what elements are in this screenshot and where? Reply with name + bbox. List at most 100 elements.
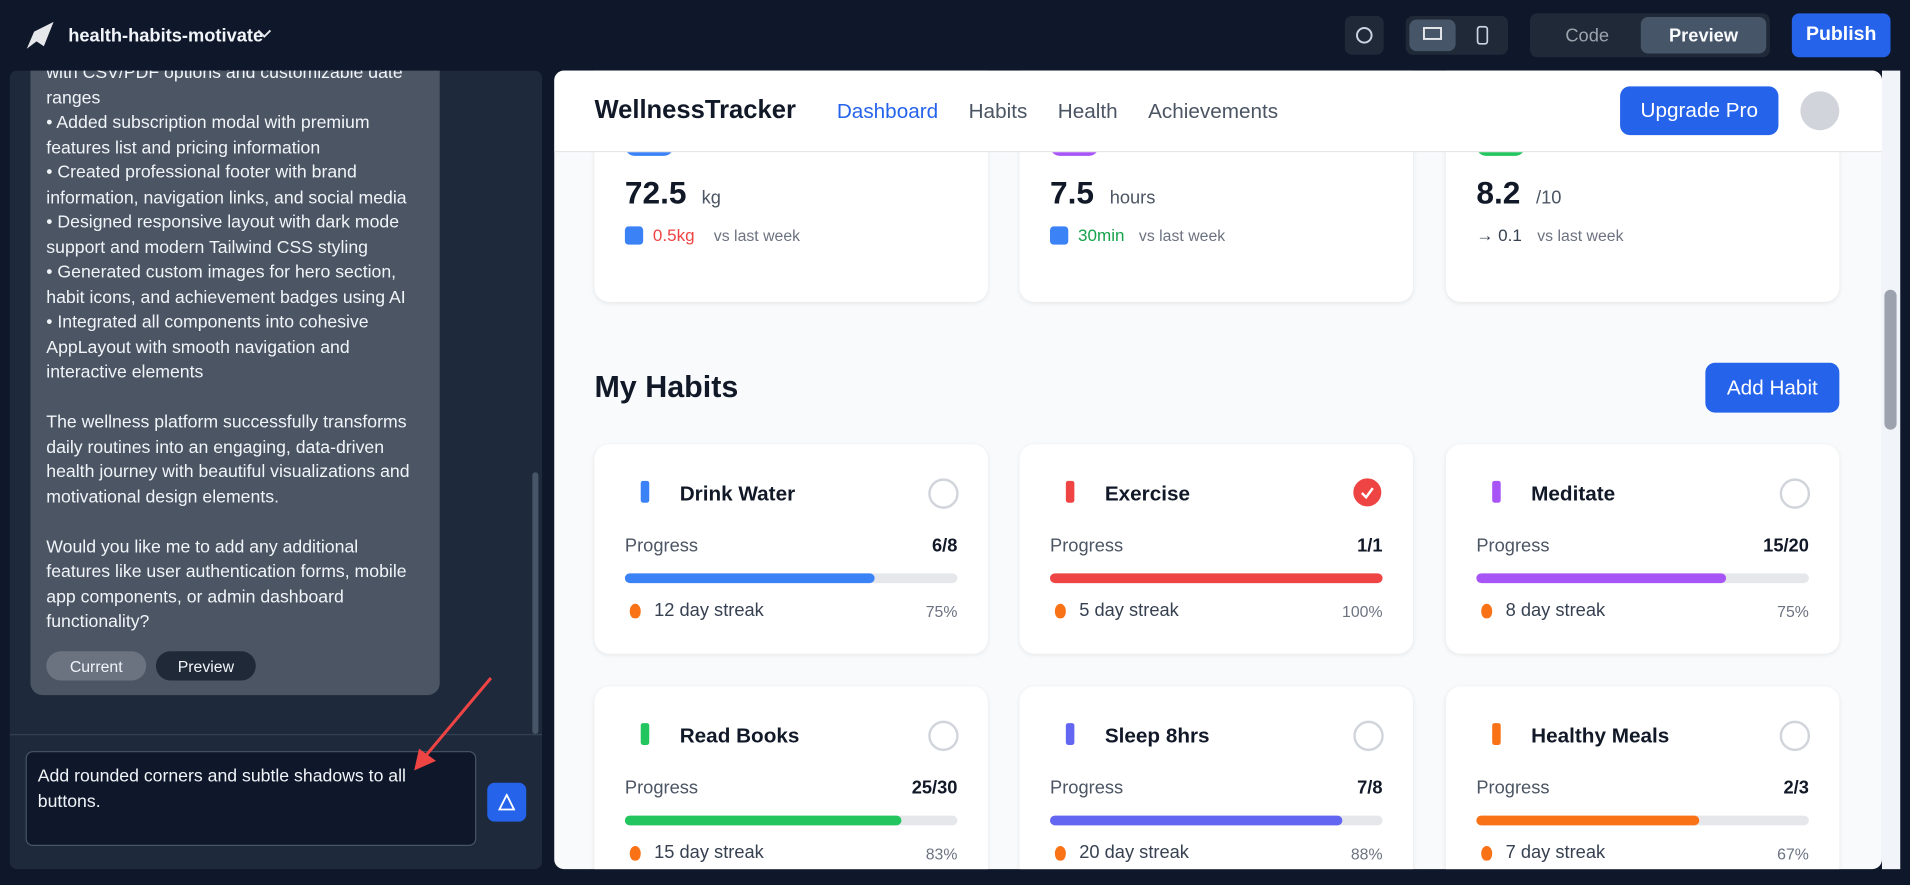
habit-name: Read Books (679, 724, 800, 748)
message-line: ranges (46, 88, 101, 108)
streak: 12 day streak (654, 600, 764, 621)
habit-icon (1492, 723, 1501, 745)
habit-icon (640, 480, 650, 503)
habit-check[interactable] (1353, 478, 1382, 507)
message-line: • Created professional footer with brand (46, 163, 357, 183)
stat-value: 7.5 (1050, 174, 1095, 211)
arrow-annotation (414, 677, 493, 771)
stat-value: 72.5 (624, 174, 687, 211)
message-line: features like user authentication forms,… (46, 562, 407, 582)
progress-count: 25/30 (911, 777, 958, 799)
progress-bar (1050, 815, 1343, 826)
streak-icon (1054, 846, 1066, 861)
streak-icon (1481, 846, 1493, 861)
habit-card[interactable]: Drink Water Progress 6/8 12 day streak 75% (594, 444, 988, 654)
streak-icon (1054, 603, 1066, 619)
habit-check[interactable] (1353, 720, 1384, 752)
add-habit-button[interactable]: Add Habit (1705, 362, 1840, 413)
upgrade-button[interactable]: Upgrade Pro (1620, 86, 1779, 136)
trend-icon (1050, 226, 1069, 245)
chevron[interactable] (257, 28, 272, 40)
stat-change: → 0.1 (1476, 225, 1522, 245)
brand[interactable]: WellnessTracker (594, 96, 796, 125)
habit-name: Sleep 8hrs (1104, 724, 1210, 748)
stat-note: vs last week (1537, 226, 1624, 245)
nav-link[interactable]: Health (1057, 99, 1118, 123)
habit-check[interactable] (1779, 478, 1811, 509)
habit-check[interactable] (928, 720, 959, 752)
stat-change: 30min (1078, 225, 1125, 245)
progress-count: 1/1 (1357, 535, 1383, 557)
message-line: • Generated custom images for hero secti… (46, 262, 397, 283)
message-line: Would you like me to add any additional (46, 537, 359, 557)
refresh-button[interactable] (1344, 15, 1384, 55)
stat-value: 8.2 (1476, 174, 1521, 211)
chat-input[interactable]: Add rounded corners and subtle shadows t… (25, 751, 477, 847)
streak-icon (629, 846, 641, 861)
progress-track (1476, 573, 1809, 584)
input-text: Add rounded corners and subtle shadows t… (37, 766, 406, 812)
progress-count: 6/8 (932, 535, 958, 557)
streak: 15 day streak (654, 842, 764, 864)
habit-card[interactable]: Exercise Progress 1/1 5 day streak 100% (1019, 444, 1414, 654)
project-name[interactable]: health-habits-motivate (68, 25, 264, 47)
desktop-button[interactable] (1409, 19, 1456, 52)
streak-icon (1481, 603, 1493, 619)
percent: 83% (925, 844, 958, 864)
section-title: My Habits (594, 370, 739, 405)
progress-bar (1476, 573, 1726, 584)
message-line: interactive elements (46, 362, 204, 383)
message-line: with CSV/PDF options and customizable da… (46, 70, 403, 83)
stat-unit: hours (1109, 187, 1156, 209)
message-line: functionality? (46, 612, 150, 632)
message-line: support and modern Tailwind CSS styling (46, 237, 369, 258)
progress-bar (1476, 815, 1700, 826)
message-line: habit icons, and achievement badges usin… (46, 287, 406, 308)
streak: 7 day streak (1505, 842, 1606, 864)
progress-count: 7/8 (1357, 777, 1383, 799)
preview-button[interactable]: Preview (1640, 17, 1767, 54)
stat-note: vs last week (713, 226, 801, 245)
nav-link[interactable]: Dashboard (836, 99, 939, 123)
send-button[interactable] (487, 782, 527, 822)
progress-count: 2/3 (1783, 777, 1809, 799)
progress-label: Progress (1476, 777, 1550, 799)
progress-track (1050, 573, 1383, 584)
habit-card[interactable]: Meditate Progress 15/20 8 day streak 75% (1445, 444, 1840, 654)
habit-check[interactable] (928, 478, 959, 509)
stat-unit: /10 (1536, 187, 1562, 209)
nav-link[interactable]: Achievements (1148, 99, 1279, 123)
percent: 75% (925, 602, 958, 621)
progress-bar (624, 573, 875, 584)
message-line: app components, or admin dashboard (46, 587, 344, 607)
habit-card[interactable]: Healthy Meals Progress 2/3 7 day streak 67% (1445, 686, 1840, 870)
nav-links: Dashboard Habits Health Achievements (837, 100, 1278, 124)
progress-track (624, 815, 958, 826)
progress-track (624, 573, 958, 584)
habit-icon (1492, 480, 1501, 503)
divider (9, 734, 543, 736)
current-button[interactable]: Current (46, 651, 147, 681)
message-line: • Designed responsive layout with dark m… (46, 213, 400, 233)
code-button[interactable]: Code (1565, 24, 1610, 46)
progress-bar (1050, 573, 1383, 584)
preview-link[interactable]: Preview (155, 651, 256, 681)
habit-card[interactable]: Read Books Progress 25/30 15 day streak 83% (594, 686, 988, 870)
stat-unit: kg (701, 187, 721, 209)
habit-check[interactable] (1779, 720, 1811, 752)
progress-label: Progress (1050, 535, 1124, 557)
streak: 5 day streak (1079, 600, 1179, 621)
avatar[interactable] (1800, 91, 1840, 131)
stat-change: 0.5kg (652, 225, 695, 245)
message-line: • Integrated all components into cohesiv… (46, 312, 369, 333)
nav-link[interactable]: Habits (968, 99, 1028, 123)
habit-card[interactable]: Sleep 8hrs Progress 7/8 20 day streak 88% (1019, 686, 1414, 870)
mobile-button[interactable] (1462, 19, 1503, 51)
publish-button[interactable]: Publish (1791, 13, 1891, 58)
stat-note: vs last week (1138, 226, 1226, 245)
scrollbar (532, 472, 539, 735)
message-line: The wellness platform successfully trans… (46, 412, 407, 433)
